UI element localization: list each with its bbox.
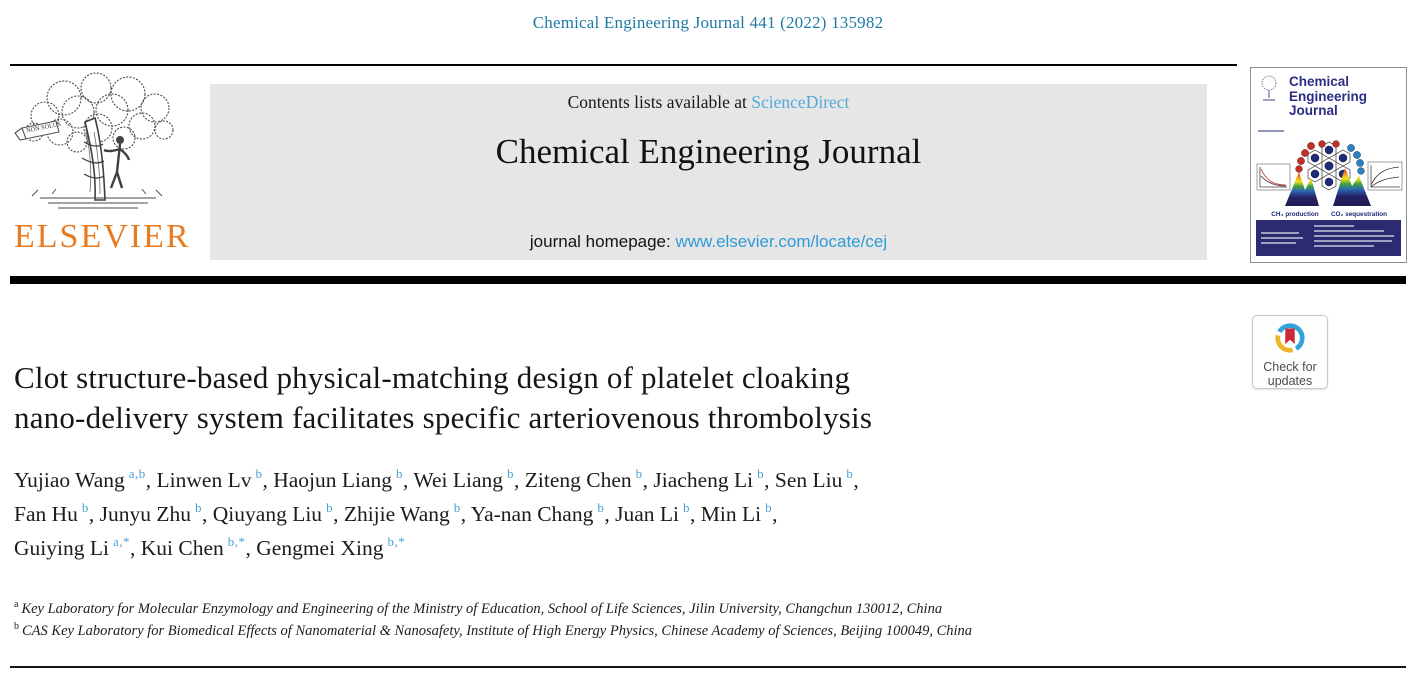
affiliation-sup: a <box>14 599 19 611</box>
elsevier-logo: NON SOLUS ELSEVIER <box>12 72 202 262</box>
author-name: Qiuyang Liu <box>212 502 323 526</box>
author-name: Juan Li <box>615 502 680 526</box>
author-affiliation-sup: b <box>396 465 404 481</box>
author-name: Sen Liu <box>774 468 843 492</box>
author-affiliation-sup: b <box>635 465 643 481</box>
author-name: Min Li <box>700 502 762 526</box>
cover-artwork: CH₄ production CO₂ sequestration <box>1256 140 1403 218</box>
author-list: Yujiao Wang a,b, Linwen Lv b, Haojun Liang… <box>14 463 1254 565</box>
affiliation-text: CAS Key Laboratory for Biomedical Effect… <box>22 623 973 639</box>
author-name: Junyu Zhu <box>99 502 192 526</box>
affiliation-list: a Key Laboratory for Molecular Enzymology… <box>14 598 1274 642</box>
author-name: Kui Chen <box>140 536 224 560</box>
journal-cover-thumbnail: Chemical Engineering Journal <box>1250 67 1407 263</box>
cover-journal-title: Chemical Engineering Journal <box>1289 74 1368 119</box>
section-divider-bar <box>10 276 1406 284</box>
cover-label-co2: CO₂ sequestration <box>1331 211 1387 218</box>
article-title-line2: nano-delivery system facilitates specifi… <box>14 400 873 435</box>
author-affiliation-sup: b <box>757 465 765 481</box>
author-affiliation-sup: a,* <box>112 533 130 549</box>
author-affiliation-sup: b <box>255 465 263 481</box>
citation-header: Chemical Engineering Journal 441 (2022) … <box>532 13 884 32</box>
author-name: Haojun Liang <box>273 468 393 492</box>
author-line: Yujiao Wang a,b, Linwen Lv b, Haojun Liang… <box>14 465 859 492</box>
author-affiliation-sup: b <box>453 499 461 515</box>
author-affiliation-sup: b <box>597 499 605 515</box>
article-title-line1: Clot structure-based physical-matching d… <box>14 360 851 395</box>
affiliation-line: a Key Laboratory for Molecular Enzymology… <box>14 598 1274 620</box>
author-name: Ya-nan Chang <box>470 502 594 526</box>
cover-issn-dash <box>1258 130 1284 132</box>
journal-name: Chemical Engineering Journal <box>495 132 922 171</box>
author-affiliation-sup: b <box>81 499 89 515</box>
author-line: Fan Hu b, Junyu Zhu b, Qiuyang Liu b, Zhiji… <box>14 499 778 526</box>
homepage-prefix: journal homepage: <box>529 232 676 251</box>
homepage-line: journal homepage: www.elsevier.com/locat… <box>210 232 1207 252</box>
check-for-updates-badge[interactable]: Check for updates <box>1252 315 1328 389</box>
sciencedirect-link[interactable]: ScienceDirect <box>751 92 850 112</box>
author-affiliation-sup: b <box>507 465 515 481</box>
author-affiliation-sup: a,b <box>128 465 146 481</box>
author-name: Guiying Li <box>14 536 109 560</box>
author-affiliation-sup: b <box>765 499 773 515</box>
author-affiliation-sup: b,* <box>387 533 406 549</box>
affiliation-text: Key Laboratory for Molecular Enzymology … <box>21 601 943 617</box>
elsevier-tree-icon: NON SOLUS <box>14 72 174 209</box>
author-name: Fan Hu <box>14 502 78 526</box>
homepage-link[interactable]: www.elsevier.com/locate/cej <box>675 232 888 251</box>
author-name: Ziteng Chen <box>524 468 632 492</box>
crossmark-icon <box>1275 323 1305 353</box>
author-name: Yujiao Wang <box>14 468 125 492</box>
author-name: Jiacheng Li <box>653 468 754 492</box>
contents-line-prefix: Contents lists available at <box>567 92 752 112</box>
author-name: Gengmei Xing <box>256 536 384 560</box>
cover-label-ch4: CH₄ production <box>1271 211 1319 218</box>
journal-banner: Contents lists available at ScienceDirec… <box>210 84 1207 260</box>
article-title: Clot structure-based physical-matching d… <box>14 358 1174 438</box>
author-affiliation-sup: b <box>195 499 203 515</box>
author-affiliation-sup: b <box>846 465 854 481</box>
author-name: Wei Liang <box>413 468 504 492</box>
author-affiliation-sup: b <box>683 499 691 515</box>
contents-line: Contents lists available at ScienceDirec… <box>210 92 1207 113</box>
author-affiliation-sup: b,* <box>227 533 246 549</box>
author-line: Guiying Li a,*, Kui Chen b,*, Gengmei Xing… <box>14 533 406 560</box>
author-name: Zhijie Wang <box>343 502 450 526</box>
author-affiliation-sup: b <box>326 499 334 515</box>
elsevier-mini-logo-icon <box>1261 75 1277 101</box>
affiliation-line: b CAS Key Laboratory for Biomedical Effec… <box>14 620 1274 642</box>
author-name: Linwen Lv <box>156 468 252 492</box>
footer-rule <box>10 666 1406 668</box>
header-rule <box>10 64 1237 66</box>
affiliation-sup: b <box>14 621 19 633</box>
check-for-updates-label: Check for updates <box>1263 360 1317 388</box>
elsevier-wordmark: ELSEVIER <box>14 218 191 255</box>
cover-footer-panel <box>1256 220 1401 256</box>
